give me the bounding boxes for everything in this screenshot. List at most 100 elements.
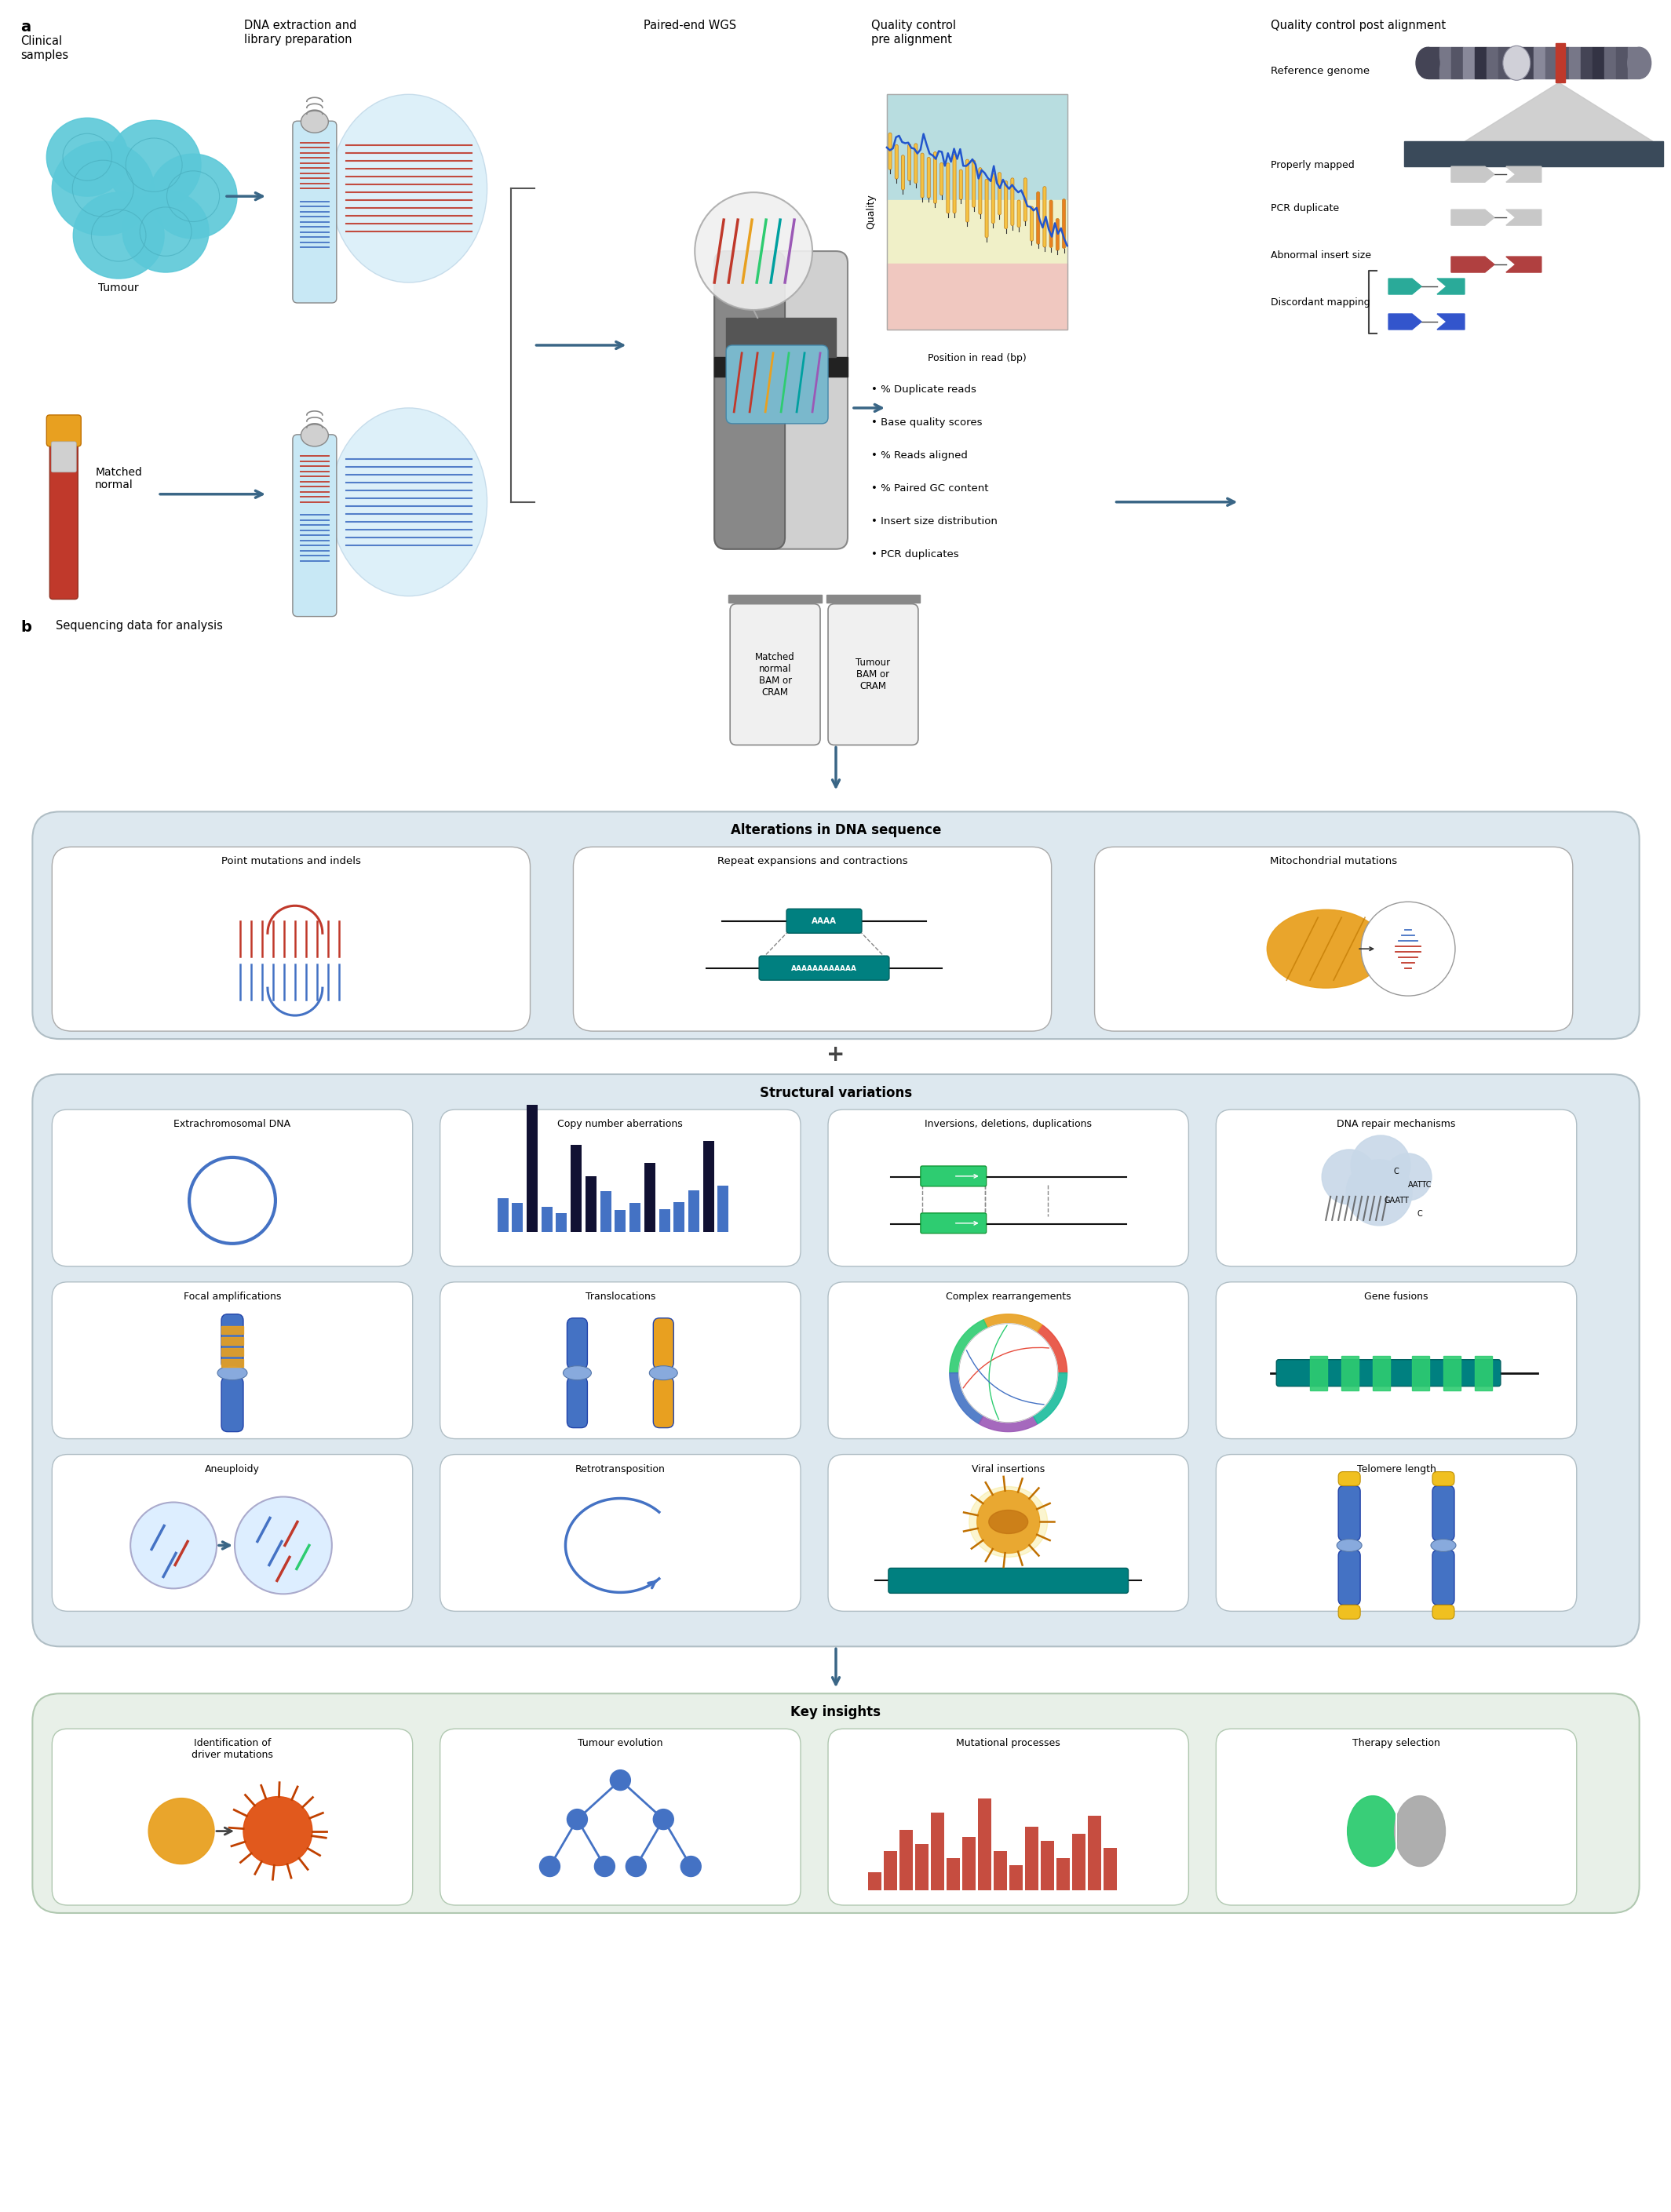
FancyBboxPatch shape — [829, 1110, 1188, 1265]
Bar — [1041, 1840, 1054, 1889]
Ellipse shape — [301, 425, 328, 447]
FancyBboxPatch shape — [1277, 1360, 1501, 1387]
FancyBboxPatch shape — [1063, 199, 1066, 248]
Text: b: b — [20, 619, 32, 635]
Text: • Insert size distribution: • Insert size distribution — [871, 515, 998, 526]
Text: Matched
normal
BAM or
CRAM: Matched normal BAM or CRAM — [755, 653, 795, 697]
Text: • % Paired GC content: • % Paired GC content — [871, 482, 989, 493]
FancyBboxPatch shape — [1018, 199, 1021, 228]
Text: Properly mapped: Properly mapped — [1272, 159, 1355, 170]
Circle shape — [1322, 1150, 1377, 1203]
FancyBboxPatch shape — [292, 122, 336, 303]
FancyBboxPatch shape — [1338, 1606, 1360, 1619]
Ellipse shape — [301, 111, 328, 133]
Text: • % Duplicate reads: • % Duplicate reads — [871, 385, 976, 394]
Bar — [1450, 46, 1464, 80]
Text: Complex rearrangements: Complex rearrangements — [946, 1292, 1071, 1301]
Circle shape — [540, 1856, 560, 1876]
FancyBboxPatch shape — [653, 1376, 673, 1427]
Text: Mitochondrial mutations: Mitochondrial mutations — [1270, 856, 1397, 867]
FancyBboxPatch shape — [52, 1730, 413, 1905]
Bar — [1310, 1356, 1327, 1389]
Polygon shape — [1450, 257, 1494, 272]
Bar — [1404, 142, 1663, 166]
Bar — [1569, 46, 1581, 80]
Ellipse shape — [47, 117, 129, 197]
FancyBboxPatch shape — [1216, 1455, 1577, 1610]
Text: Sequencing data for analysis: Sequencing data for analysis — [55, 619, 222, 630]
FancyBboxPatch shape — [934, 153, 937, 204]
Ellipse shape — [1415, 46, 1439, 80]
FancyBboxPatch shape — [1049, 199, 1053, 248]
Text: Quality control post alignment: Quality control post alignment — [1272, 20, 1445, 31]
Bar — [1604, 46, 1616, 80]
Bar — [498, 1199, 508, 1232]
Text: Inversions, deletions, duplications: Inversions, deletions, duplications — [924, 1119, 1091, 1128]
Text: AAAAAAAAAAAA: AAAAAAAAAAAA — [790, 964, 857, 971]
FancyBboxPatch shape — [921, 153, 924, 197]
FancyBboxPatch shape — [439, 1730, 800, 1905]
Ellipse shape — [650, 1365, 677, 1380]
Circle shape — [959, 1323, 1058, 1422]
Polygon shape — [1450, 210, 1494, 226]
Bar — [916, 1845, 929, 1889]
FancyBboxPatch shape — [32, 1075, 1639, 1646]
Ellipse shape — [217, 1365, 247, 1380]
Bar — [1487, 46, 1499, 80]
FancyBboxPatch shape — [914, 144, 917, 184]
Text: DNA repair mechanisms: DNA repair mechanisms — [1337, 1119, 1455, 1128]
Bar — [994, 1851, 1008, 1889]
Ellipse shape — [331, 95, 486, 283]
Text: Tumour: Tumour — [99, 283, 139, 294]
Text: Repeat expansions and contractions: Repeat expansions and contractions — [717, 856, 907, 867]
Circle shape — [566, 1809, 588, 1829]
FancyBboxPatch shape — [1056, 219, 1059, 250]
Bar — [1464, 46, 1475, 80]
Text: Telomere length: Telomere length — [1357, 1464, 1435, 1473]
Bar — [615, 1210, 627, 1232]
Polygon shape — [1450, 166, 1494, 181]
FancyBboxPatch shape — [50, 436, 79, 599]
FancyBboxPatch shape — [921, 1212, 986, 1234]
Text: • Base quality scores: • Base quality scores — [871, 418, 983, 427]
Bar — [827, 595, 919, 602]
Ellipse shape — [331, 407, 486, 595]
FancyBboxPatch shape — [52, 1455, 413, 1610]
FancyBboxPatch shape — [653, 1318, 673, 1369]
FancyBboxPatch shape — [991, 175, 994, 223]
FancyBboxPatch shape — [952, 155, 956, 212]
Ellipse shape — [969, 1486, 1048, 1557]
FancyBboxPatch shape — [979, 168, 983, 215]
Ellipse shape — [989, 1511, 1028, 1533]
Ellipse shape — [52, 142, 154, 234]
Bar — [630, 1203, 640, 1232]
Bar — [729, 595, 822, 602]
Bar — [221, 1358, 244, 1367]
FancyBboxPatch shape — [896, 144, 897, 179]
Bar — [1342, 1356, 1359, 1389]
Polygon shape — [1389, 314, 1422, 330]
Polygon shape — [1437, 279, 1464, 294]
Ellipse shape — [1502, 46, 1531, 80]
Text: AATTC: AATTC — [1409, 1181, 1432, 1188]
Circle shape — [610, 1770, 630, 1790]
Bar — [947, 1858, 961, 1889]
Bar — [1592, 46, 1604, 80]
FancyBboxPatch shape — [1432, 1551, 1454, 1606]
FancyBboxPatch shape — [966, 159, 969, 221]
Bar — [541, 1208, 553, 1232]
Bar — [221, 1325, 244, 1334]
Text: Copy number aberrations: Copy number aberrations — [558, 1119, 683, 1128]
Bar — [1056, 1858, 1069, 1889]
FancyBboxPatch shape — [439, 1110, 800, 1265]
FancyBboxPatch shape — [973, 159, 976, 208]
Bar — [673, 1201, 685, 1232]
Circle shape — [149, 1798, 214, 1865]
Bar — [1088, 1816, 1101, 1889]
Bar — [978, 1798, 991, 1889]
Text: Alterations in DNA sequence: Alterations in DNA sequence — [730, 823, 941, 838]
FancyBboxPatch shape — [221, 1314, 244, 1369]
Text: Translocations: Translocations — [585, 1292, 655, 1301]
Ellipse shape — [1394, 1796, 1445, 1867]
Polygon shape — [1506, 210, 1541, 226]
